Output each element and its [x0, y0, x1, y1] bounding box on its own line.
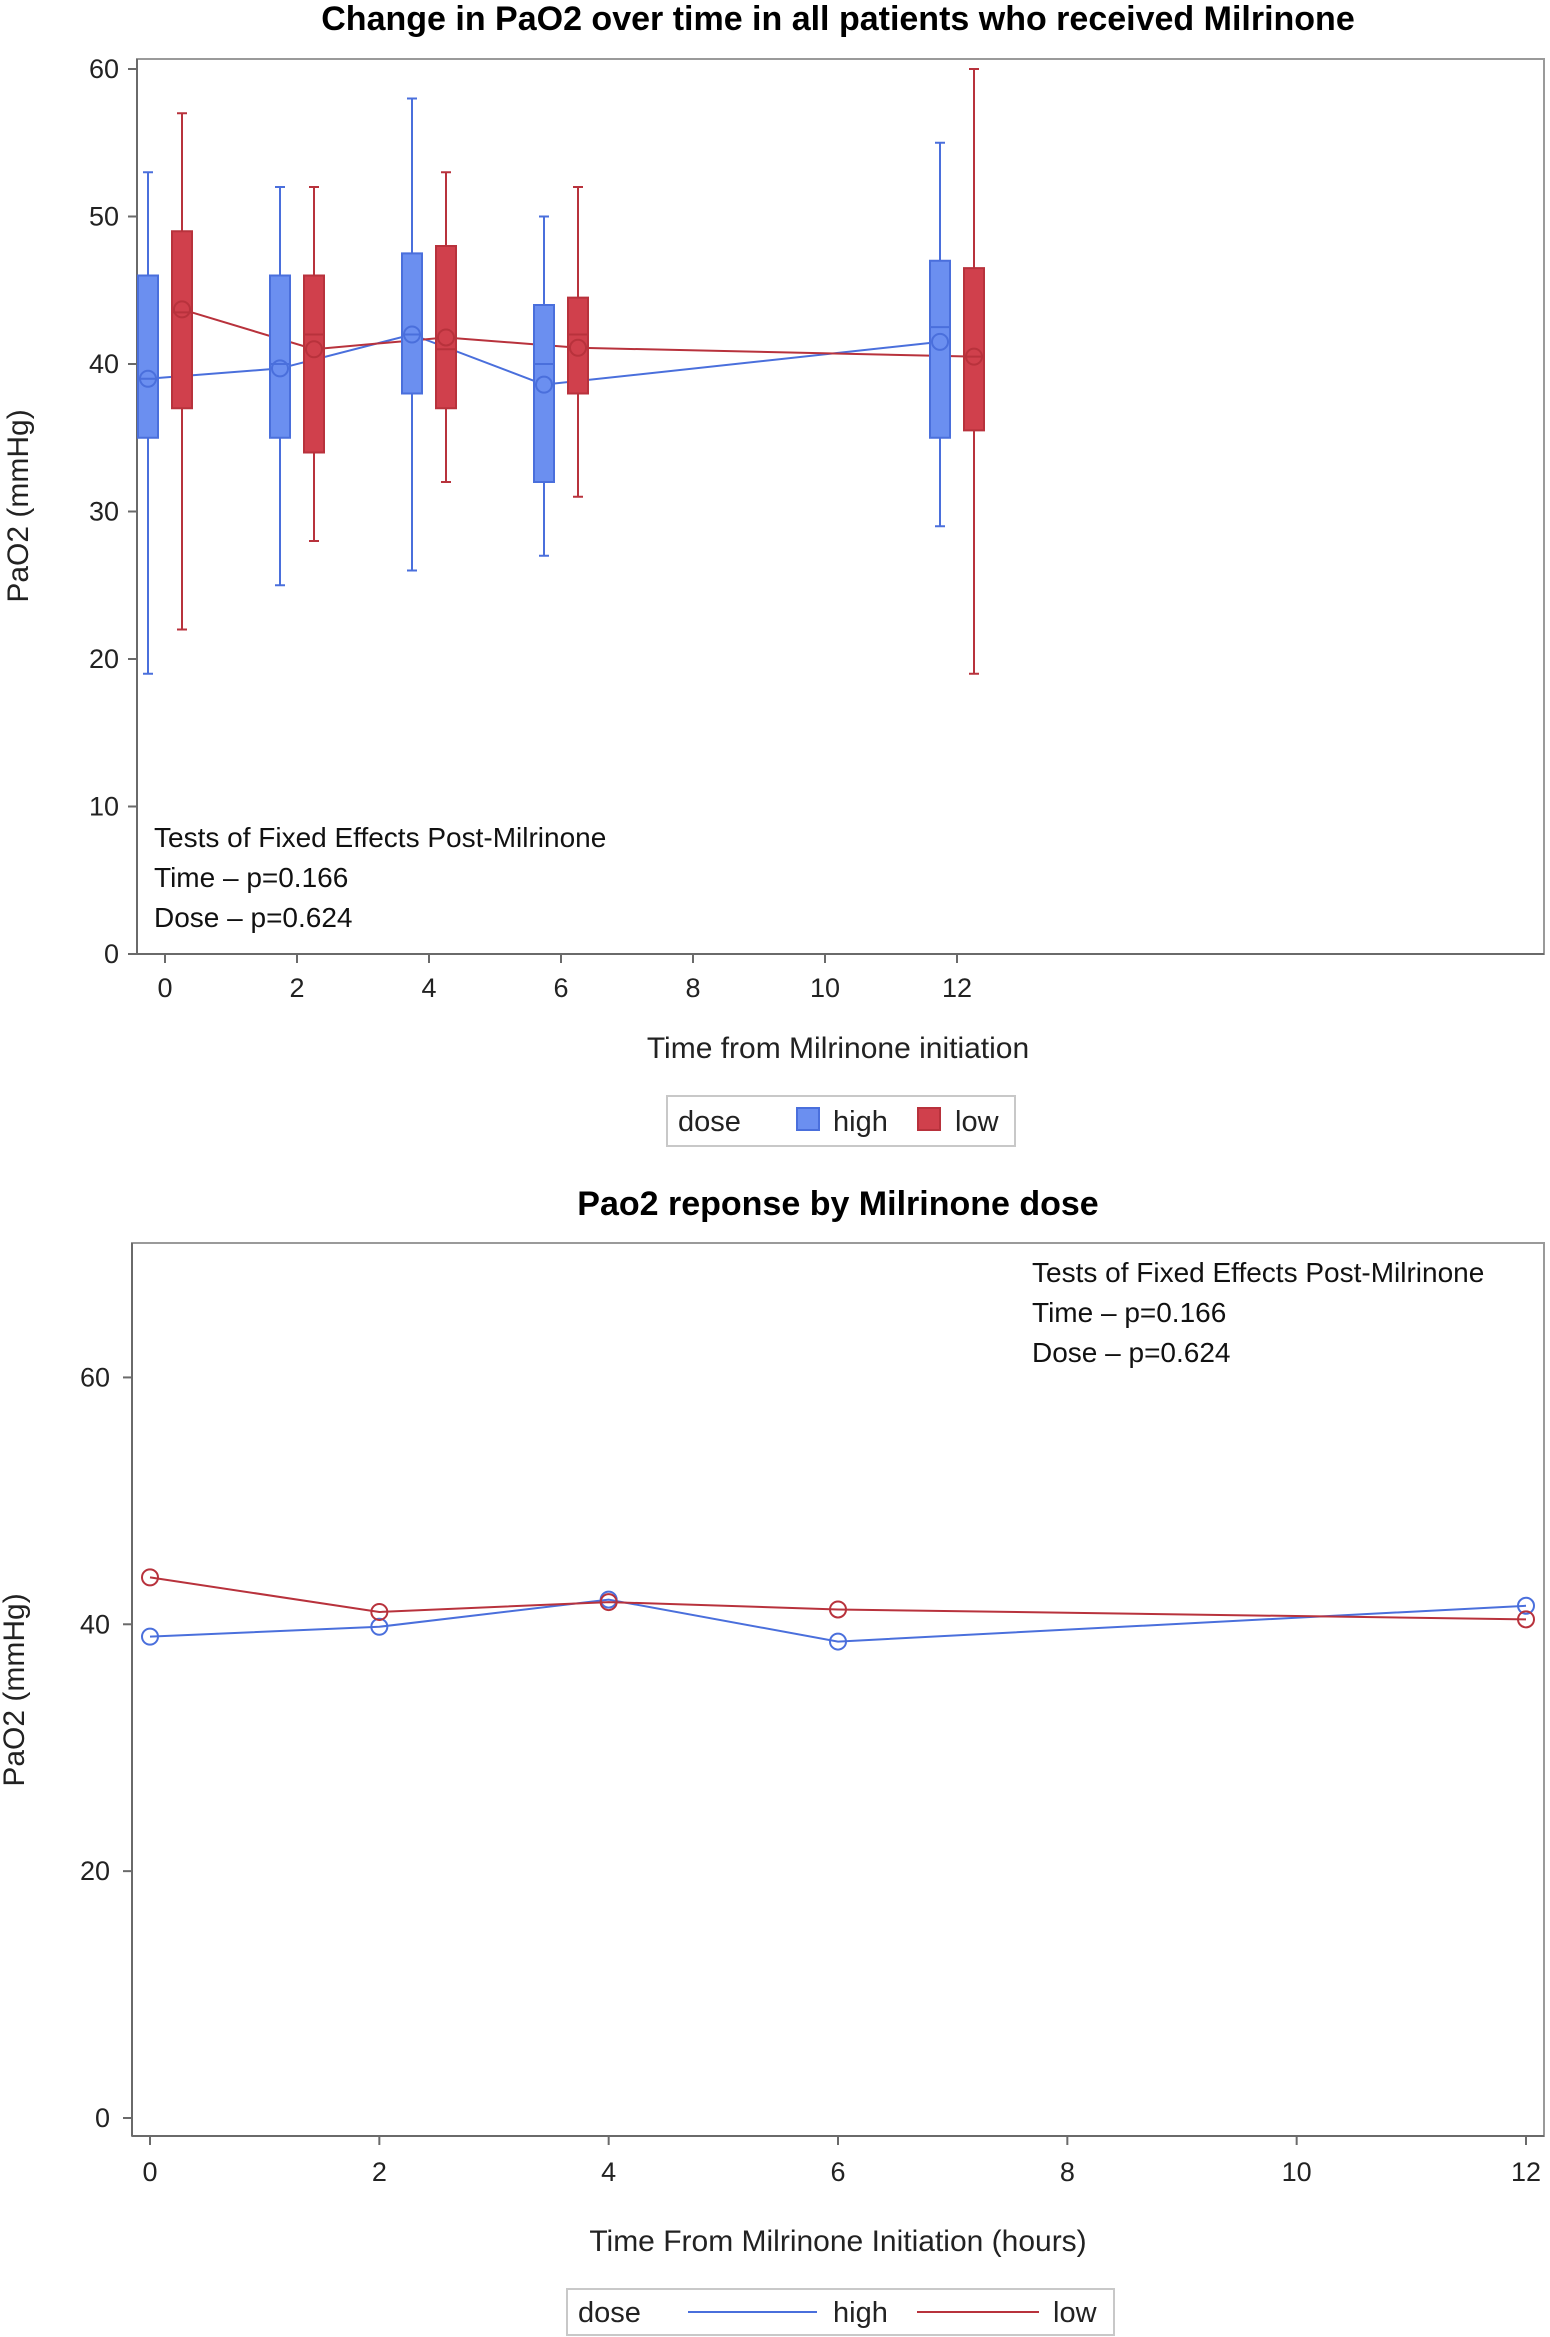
chart1-box-iqr — [567, 296, 589, 395]
chart1-y-tick-label: 10 — [89, 792, 119, 822]
chart2-point-low-t2 — [370, 1602, 389, 1621]
chart2-y-tick-label: 0 — [95, 2103, 110, 2133]
chart1-box-mean-marker — [931, 332, 949, 351]
chart2-x-tick-label: 4 — [601, 2157, 616, 2187]
chart2-legend-label-low: low — [1053, 2297, 1098, 2329]
chart2-series — [141, 1568, 1535, 1651]
chart1-y-axis-label: PaO2 (mmHg) — [2, 409, 35, 602]
chart2-y-tick-label: 40 — [80, 1609, 110, 1639]
chart1-y-tick-label: 20 — [89, 644, 119, 674]
chart2-point-high-t12 — [1517, 1596, 1535, 1615]
chart1-box-mean-marker — [139, 369, 157, 388]
chart2-point-low-t4 — [599, 1593, 618, 1612]
chart2-annotation: Tests of Fixed Effects Post-Milrinone Ti… — [1032, 1257, 1484, 1368]
chart1-box-mean-marker — [535, 375, 553, 394]
chart2-title: Pao2 reponse by Milrinone dose — [577, 1185, 1098, 1223]
chart2-annotation-heading: Tests of Fixed Effects Post-Milrinone — [1032, 1257, 1484, 1288]
chart1-x-axis: 0 2 4 6 8 10 12 — [137, 953, 1544, 1003]
chart1-annotation-heading: Tests of Fixed Effects Post-Milrinone — [154, 822, 606, 853]
chart1-y-tick-label: 30 — [89, 497, 119, 527]
chart1-legend-label-low: low — [955, 1106, 1000, 1138]
chart1-box-iqr — [137, 274, 159, 439]
chart1-box-high-t0 — [137, 171, 159, 675]
chart1-annotation: Tests of Fixed Effects Post-Milrinone Ti… — [154, 822, 606, 933]
chart1-boxes — [137, 68, 985, 675]
chart2-x-tick-label: 8 — [1060, 2157, 1075, 2187]
chart2-x-tick-label: 12 — [1511, 2157, 1541, 2187]
chart1-box-mean-marker — [965, 347, 983, 366]
chart1-annotation-time: Time – p=0.166 — [154, 862, 348, 893]
chart1-annotation-dose: Dose – p=0.624 — [154, 902, 353, 933]
chart-boxplot: Change in PaO2 over time in all patients… — [2, 0, 1545, 1147]
chart1-box-iqr — [401, 252, 423, 395]
chart2-point-low-t6 — [829, 1600, 847, 1619]
chart2-plot-frame — [131, 1242, 1545, 2137]
chart2-y-tick-label: 60 — [80, 1362, 110, 1392]
chart1-box-low-t0 — [171, 112, 193, 631]
chart1-box-high-t6 — [533, 215, 555, 557]
chart1-box-low-t2 — [303, 186, 325, 542]
chart2-annotation-dose: Dose – p=0.624 — [1032, 1337, 1231, 1368]
chart1-box-iqr — [303, 274, 325, 454]
chart1-box-iqr — [435, 245, 457, 410]
chart1-x-tick-label: 8 — [685, 973, 700, 1003]
chart1-box-mean-marker — [437, 328, 455, 347]
chart1-y-tick-label: 50 — [89, 202, 119, 232]
chart1-box-mean-marker — [173, 300, 191, 319]
chart1-box-high-t2 — [269, 186, 291, 587]
chart2-x-tick-label: 6 — [830, 2157, 845, 2187]
chart1-legend-title: dose — [678, 1106, 741, 1138]
chart1-box-mean-marker — [403, 325, 421, 344]
chart1-legend-label-high: high — [833, 1106, 888, 1138]
chart1-box-mean-marker — [305, 340, 323, 359]
chart1-x-tick-label: 0 — [157, 973, 172, 1003]
chart1-box-high-t4 — [401, 97, 423, 572]
chart1-legend-frame — [666, 1095, 1016, 1147]
chart2-legend: dose high low — [566, 2288, 1115, 2336]
chart2-point-low-t12 — [1517, 1610, 1535, 1629]
chart1-title: Change in PaO2 over time in all patients… — [321, 0, 1354, 38]
chart2-line-high — [149, 1598, 1527, 1643]
chart2-point-high-t6 — [829, 1632, 847, 1651]
chart1-box-iqr — [171, 230, 193, 410]
chart1-legend: dose high low — [666, 1095, 1016, 1147]
chart1-plot-frame — [136, 58, 1545, 955]
chart1-y-axis: 0 10 20 30 40 50 60 — [89, 54, 138, 969]
chart1-x-tick-label: 2 — [289, 973, 304, 1003]
chart1-box-low-t12 — [963, 68, 985, 675]
chart1-box-high-t12 — [929, 141, 951, 528]
chart2-x-tick-label: 2 — [372, 2157, 387, 2187]
chart2-legend-label-high: high — [833, 2297, 888, 2329]
chart2-y-axis: 0 20 40 60 — [80, 1243, 133, 2136]
chart1-legend-swatch-low — [917, 1107, 941, 1131]
chart1-box-low-t4 — [435, 171, 457, 483]
chart2-point-high-t0 — [141, 1627, 159, 1646]
chart1-x-axis-label: Time from Milrinone initiation — [647, 1032, 1029, 1065]
chart1-y-tick-label: 0 — [104, 939, 119, 969]
chart1-y-tick-label: 60 — [89, 54, 119, 84]
chart2-x-axis-label: Time From Milrinone Initiation (hours) — [589, 2225, 1086, 2258]
chart2-x-tick-label: 0 — [142, 2157, 157, 2187]
chart2-point-high-t2 — [370, 1617, 389, 1636]
chart1-legend-swatch-high — [796, 1107, 820, 1131]
chart1-box-iqr — [269, 274, 291, 439]
chart1-x-tick-label: 4 — [421, 973, 436, 1003]
chart2-legend-title: dose — [578, 2297, 641, 2329]
chart2-y-axis-label: PaO2 (mmHg) — [0, 1593, 31, 1786]
chart2-line-low — [149, 1576, 1527, 1621]
chart1-x-tick-label: 6 — [553, 973, 568, 1003]
chart1-x-tick-label: 12 — [942, 973, 972, 1003]
chart1-x-tick-label: 10 — [810, 973, 840, 1003]
chart2-annotation-time: Time – p=0.166 — [1032, 1297, 1226, 1328]
chart1-box-mean-marker — [569, 338, 587, 357]
chart1-box-low-t6 — [567, 186, 589, 498]
chart2-x-tick-label: 10 — [1282, 2157, 1312, 2187]
chart2-y-tick-label: 20 — [80, 1856, 110, 1886]
chart1-y-tick-label: 40 — [89, 349, 119, 379]
chart2-point-low-t0 — [141, 1568, 159, 1587]
chart2-x-axis: 0 2 4 6 8 10 12 — [132, 2135, 1544, 2187]
chart1-box-mean-marker — [271, 359, 289, 378]
